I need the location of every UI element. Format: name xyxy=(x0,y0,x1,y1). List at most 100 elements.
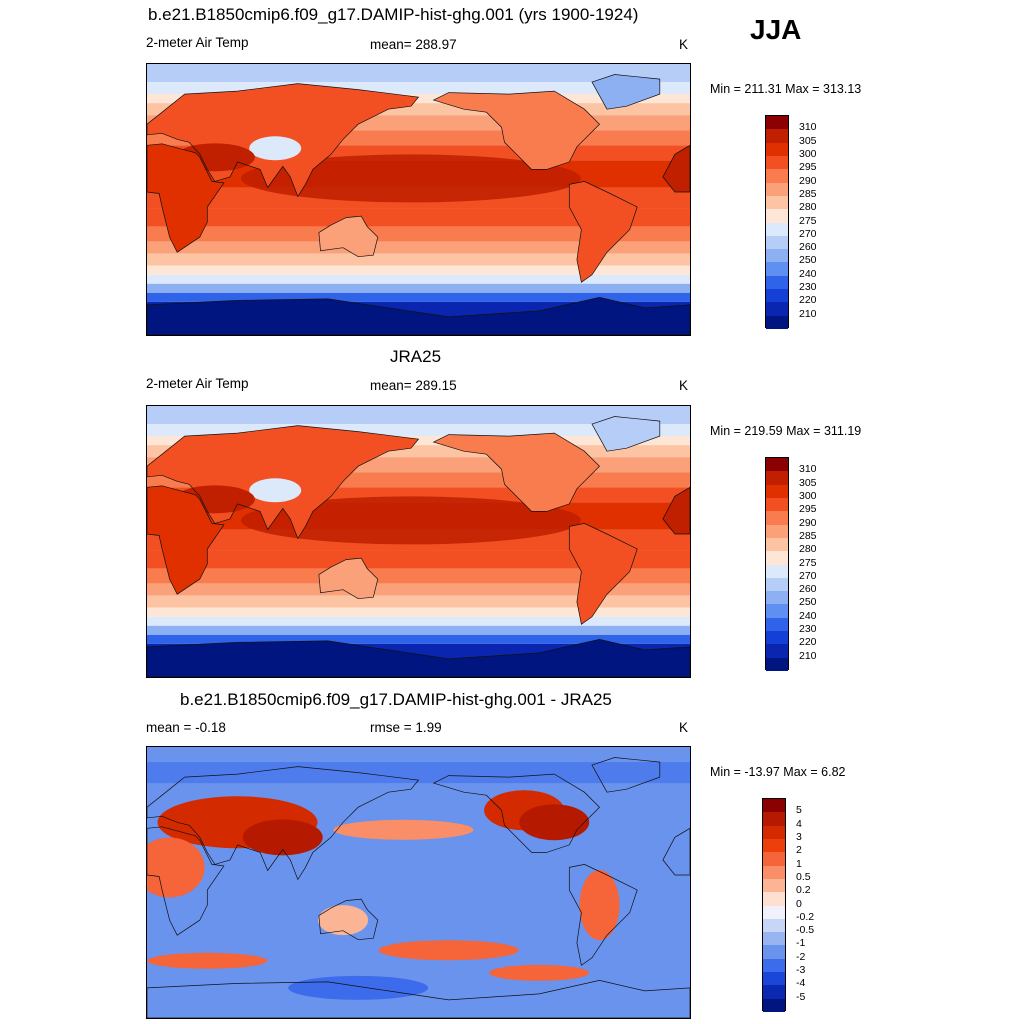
colorbar-frame xyxy=(762,798,786,1012)
colorbar-swatch xyxy=(766,116,788,130)
colorbar-swatch xyxy=(763,945,785,959)
colorbar-swatch xyxy=(766,182,788,196)
colorbar-swatch xyxy=(763,878,785,893)
colorbar-label: 1 xyxy=(796,857,802,870)
colorbar-label: -0.5 xyxy=(796,924,815,937)
land-africa xyxy=(147,485,224,595)
coastline xyxy=(568,523,638,625)
temperature-band xyxy=(147,94,690,104)
colorbar-swatch xyxy=(763,838,785,853)
colorbar-label: 5 xyxy=(796,804,802,817)
colorbar-swatch xyxy=(766,577,788,592)
season-label: JJA xyxy=(750,14,802,45)
coastline xyxy=(147,980,690,1018)
warm-pool xyxy=(240,496,581,545)
coastline xyxy=(568,181,638,283)
colorbar-label: 3 xyxy=(796,830,802,843)
temperature-band xyxy=(147,265,690,275)
variable-label: 2-meter Air Temp xyxy=(146,376,249,391)
colorbar-label: 290 xyxy=(799,174,817,187)
colorbar-label: 0.5 xyxy=(796,870,811,883)
temperature-band xyxy=(147,625,690,635)
colorbar-label: 260 xyxy=(799,241,817,254)
diff-anomaly xyxy=(519,804,590,841)
coastline xyxy=(591,757,661,793)
land-s-america xyxy=(569,523,638,625)
units-label: K xyxy=(679,720,689,735)
units-label: K xyxy=(679,378,689,393)
colorbar-swatch xyxy=(766,551,788,565)
temperature-band xyxy=(147,583,690,596)
colorbar-swatch xyxy=(766,289,788,303)
rmse-label: rmse = 1.99 xyxy=(370,720,442,735)
colorbar-swatch xyxy=(763,799,785,813)
colorbar-swatch xyxy=(763,865,785,879)
colorbar-label: 210 xyxy=(799,307,817,320)
land-africa xyxy=(147,143,224,253)
colorbar-label: 0.2 xyxy=(796,884,811,897)
panel-title: JRA25 xyxy=(390,347,442,366)
temperature-band xyxy=(147,568,690,584)
colorbar-label: 275 xyxy=(799,556,817,569)
coastline xyxy=(662,486,690,535)
colorbar-swatch xyxy=(766,564,788,578)
colorbar-swatch xyxy=(766,169,788,183)
temperature-band xyxy=(147,292,690,302)
coastline xyxy=(318,215,379,258)
map-model xyxy=(146,63,691,336)
diff-anomaly xyxy=(147,837,205,898)
land-greenland xyxy=(592,74,660,110)
diff-anomaly xyxy=(378,940,519,961)
tibet-cold xyxy=(249,478,302,503)
colorbar-label: 305 xyxy=(799,476,817,489)
colorbar-swatch xyxy=(766,262,788,276)
temperature-band xyxy=(147,253,690,266)
colorbar-swatch xyxy=(766,591,788,605)
map-jra25 xyxy=(146,405,691,678)
diff-anomaly xyxy=(147,952,268,969)
diff-anomaly xyxy=(579,870,620,941)
colorbar-swatch xyxy=(766,604,788,618)
coastline xyxy=(147,639,690,677)
coastline xyxy=(432,773,600,853)
colorbar-label: 220 xyxy=(799,294,817,307)
coastline xyxy=(147,766,420,881)
colorbar-frame xyxy=(765,115,789,329)
diff-anomaly xyxy=(242,819,323,856)
colorbar-swatch xyxy=(766,235,788,250)
colorbar-swatch xyxy=(763,998,785,1012)
colorbar-swatch xyxy=(763,918,785,933)
colorbar-label: 230 xyxy=(799,623,817,636)
colorbar-swatch xyxy=(766,471,788,485)
coastline xyxy=(591,74,661,110)
coastline xyxy=(147,485,225,595)
mean-label: mean= 288.97 xyxy=(370,37,457,52)
colorbar-swatch xyxy=(766,222,788,236)
coastline xyxy=(662,144,690,193)
colorbar-swatch xyxy=(766,458,788,472)
colorbar-swatch xyxy=(766,484,788,498)
coastline xyxy=(147,83,420,198)
temperature-band xyxy=(147,595,690,608)
colorbar-label: 230 xyxy=(799,281,817,294)
temperature-band xyxy=(147,226,690,242)
panel-title: b.e21.B1850cmip6.f09_g17.DAMIP-hist-ghg.… xyxy=(180,690,612,709)
temperature-band xyxy=(147,274,690,284)
temperature-band xyxy=(147,208,690,227)
colorbar-jra25: 310 305 300 295 290 285 280 275 270 260 250 240 230 2… xyxy=(765,457,825,671)
colorbar-difference: 5 4 3 2 1 0.5 0.2 0 -0.2 -0.5 -1 -2 -3 -4 -5 xyxy=(762,798,822,1012)
mean-label: mean = -0.18 xyxy=(146,720,226,735)
variable-label: 2-meter Air Temp xyxy=(146,35,249,50)
colorbar-swatch xyxy=(763,905,785,919)
colorbar-swatch xyxy=(766,657,788,671)
colorbar-label: -4 xyxy=(796,977,806,990)
colorbar-label: 270 xyxy=(799,569,817,582)
map-jra25-svg xyxy=(147,406,690,677)
coastline xyxy=(568,864,638,966)
land-australia xyxy=(318,216,378,257)
diff-anomaly xyxy=(489,964,590,981)
colorbar-label: 240 xyxy=(799,609,817,622)
colorbar-label: 285 xyxy=(799,529,817,542)
colorbar-label: 270 xyxy=(799,227,817,240)
colorbar-swatch xyxy=(766,617,788,632)
